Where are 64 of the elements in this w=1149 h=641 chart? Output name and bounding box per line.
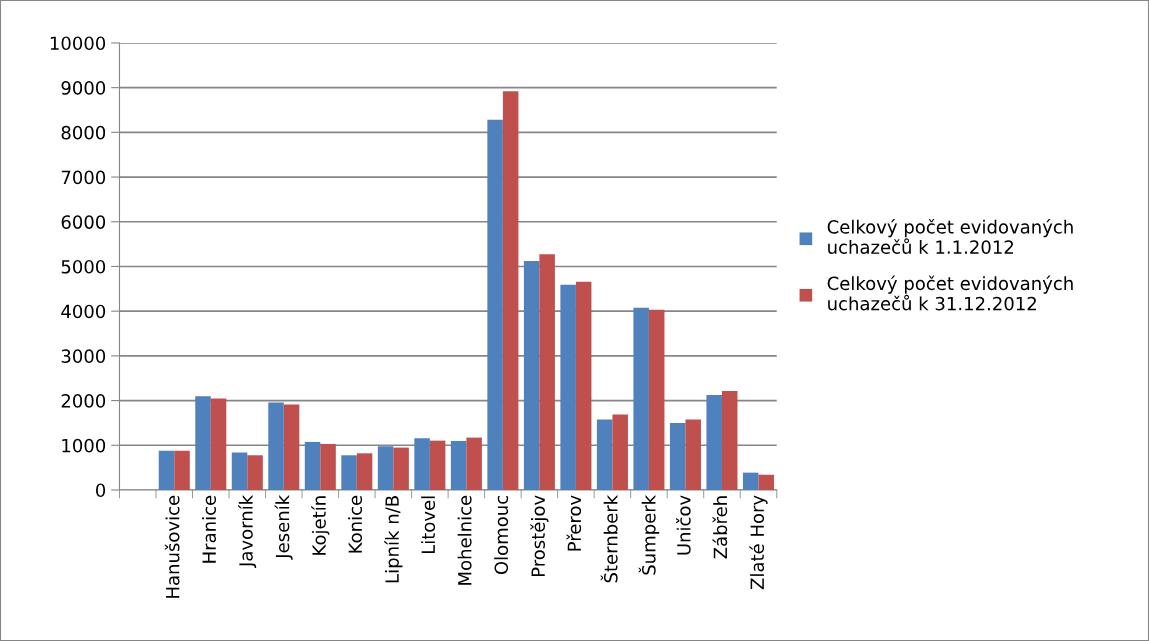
bar bbox=[231, 452, 248, 490]
x-tick-label: Hanušovice bbox=[164, 495, 180, 598]
bar bbox=[575, 281, 592, 490]
bar bbox=[247, 455, 263, 490]
y-tick-label: 10000 bbox=[50, 36, 106, 51]
bar bbox=[539, 254, 555, 490]
y-tick-label: 0 bbox=[96, 483, 106, 498]
bar bbox=[685, 419, 701, 490]
bar bbox=[210, 398, 227, 490]
y-tick-label: 3000 bbox=[61, 349, 106, 363]
bar bbox=[268, 402, 284, 490]
x-tick-label: Lipník n/B bbox=[384, 496, 403, 583]
x-tick-label: Zábřeh bbox=[712, 496, 728, 559]
x-tick-label: Javorník bbox=[238, 494, 257, 568]
bar bbox=[633, 307, 649, 490]
y-tick-label: 7000 bbox=[61, 170, 106, 185]
bar bbox=[648, 309, 665, 490]
x-tick-label: Jeseník bbox=[274, 494, 293, 560]
x-tick-label: Šternberk bbox=[600, 494, 618, 583]
bar bbox=[174, 450, 190, 490]
x-tick-label: Kojetín bbox=[311, 496, 330, 555]
y-tick-label: 4000 bbox=[61, 304, 106, 319]
bar bbox=[377, 446, 394, 490]
bar bbox=[393, 447, 409, 490]
bar bbox=[487, 119, 503, 490]
bar bbox=[341, 455, 357, 490]
bar bbox=[758, 474, 774, 490]
x-tick-label: Šumperk bbox=[638, 494, 660, 575]
bar bbox=[466, 437, 482, 490]
bar bbox=[195, 396, 211, 490]
bar bbox=[560, 284, 576, 490]
legend-label: Celkový počet evidovaných uchazečů k 31.12.2012 bbox=[827, 275, 1073, 311]
bar bbox=[356, 453, 373, 490]
y-tick-label: 2000 bbox=[61, 394, 106, 408]
bar bbox=[429, 440, 446, 490]
x-tick-label: Mohelnice bbox=[457, 495, 472, 585]
bar bbox=[283, 404, 300, 490]
x-tick-label: Olomouc bbox=[494, 495, 509, 575]
y-tick-label: 6000 bbox=[61, 215, 106, 229]
bar bbox=[523, 261, 540, 490]
x-tick-label: Hranice bbox=[202, 495, 217, 563]
bar bbox=[414, 438, 430, 490]
x-tick-label: Uničov bbox=[675, 495, 691, 555]
y-tick-label: 9000 bbox=[61, 81, 106, 95]
bar bbox=[742, 472, 759, 490]
x-tick-label: Konice bbox=[348, 495, 363, 553]
x-tick-label: Litovel bbox=[421, 496, 436, 554]
bar bbox=[706, 394, 722, 490]
bar bbox=[304, 441, 321, 490]
y-tick-label: 1000 bbox=[62, 438, 106, 453]
y-tick-label: 5000 bbox=[61, 259, 106, 274]
bar bbox=[450, 440, 467, 490]
bar bbox=[721, 390, 738, 490]
x-tick-label: Zlaté Hory bbox=[749, 495, 768, 590]
bar bbox=[502, 91, 519, 490]
bar bbox=[596, 419, 613, 490]
bar bbox=[669, 422, 686, 490]
x-tick-label: Prostějov bbox=[530, 495, 549, 577]
x-tick-label: Přerov bbox=[566, 495, 582, 551]
bar bbox=[158, 450, 175, 490]
legend-label: Celkový počet evidovaných uchazečů k 1.1.2012 bbox=[827, 219, 1073, 254]
y-tick-label: 8000 bbox=[61, 125, 106, 140]
bar bbox=[612, 414, 628, 490]
bar bbox=[320, 443, 336, 490]
